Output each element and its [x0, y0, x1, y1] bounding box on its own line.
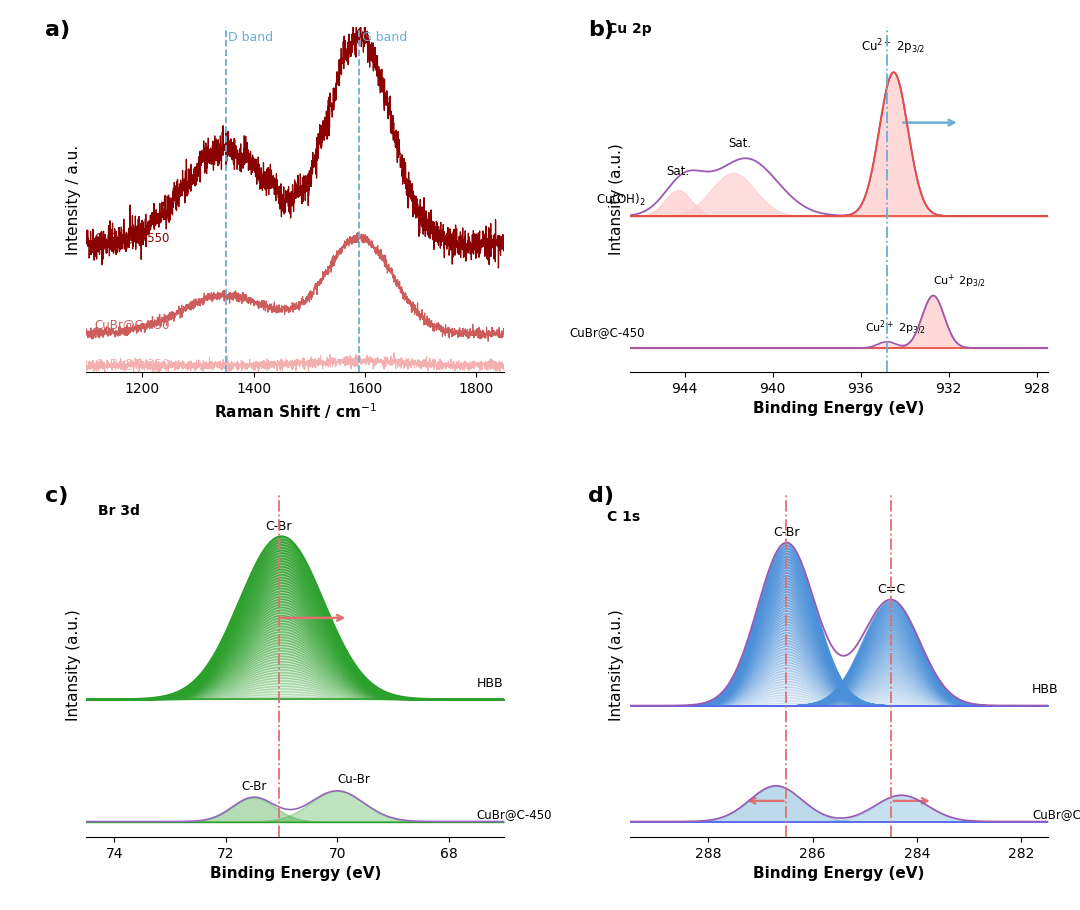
Text: CuBr@C-450: CuBr@C-450	[95, 318, 171, 330]
Y-axis label: Intansity (a.u.): Intansity (a.u.)	[66, 609, 81, 721]
X-axis label: Raman Shift / cm$^{-1}$: Raman Shift / cm$^{-1}$	[214, 401, 377, 421]
Y-axis label: Intansity (a.u.): Intansity (a.u.)	[609, 609, 624, 721]
Text: Cu$^{+}$ 2p$_{3/2}$: Cu$^{+}$ 2p$_{3/2}$	[933, 273, 986, 290]
Text: b): b)	[588, 20, 613, 40]
Text: a): a)	[44, 20, 70, 40]
Text: HBB: HBB	[476, 677, 503, 690]
Text: CuBr@C-350: CuBr@C-350	[95, 358, 171, 370]
Text: CuBr@C-450: CuBr@C-450	[476, 808, 552, 822]
Text: HBB: HBB	[1031, 683, 1058, 696]
Text: Cu 2p: Cu 2p	[607, 22, 651, 36]
Text: C 1s: C 1s	[607, 510, 640, 524]
X-axis label: Binding Energy (eV): Binding Energy (eV)	[210, 866, 381, 882]
Text: Sat.: Sat.	[666, 166, 690, 178]
Text: c): c)	[44, 486, 68, 506]
X-axis label: Binding Energy (eV): Binding Energy (eV)	[753, 866, 924, 882]
Text: Cu$^{2+}$ 2p$_{3/2}$: Cu$^{2+}$ 2p$_{3/2}$	[865, 318, 926, 338]
Y-axis label: Intensity / a.u.: Intensity / a.u.	[66, 145, 81, 255]
Y-axis label: Intansity (a.u.): Intansity (a.u.)	[609, 144, 624, 256]
Text: Cu-Br: Cu-Br	[337, 773, 370, 785]
Text: Cu$^{2+}$ 2p$_{3/2}$: Cu$^{2+}$ 2p$_{3/2}$	[862, 38, 926, 57]
Text: C-Br: C-Br	[773, 526, 799, 540]
Text: CuBr@C-550: CuBr@C-550	[95, 231, 171, 245]
Text: D band: D band	[229, 31, 273, 44]
Text: CuBr@C-450: CuBr@C-450	[569, 326, 645, 339]
Text: CuBr@C-450: CuBr@C-450	[1031, 808, 1080, 822]
Text: d): d)	[588, 486, 613, 506]
Text: Sat.: Sat.	[728, 136, 752, 149]
Text: Cu(OH)$_2$: Cu(OH)$_2$	[596, 192, 645, 208]
Text: C-Br: C-Br	[266, 521, 292, 533]
Text: G band: G band	[362, 31, 407, 44]
Text: Br 3d: Br 3d	[97, 503, 139, 518]
X-axis label: Binding Energy (eV): Binding Energy (eV)	[753, 401, 924, 416]
Text: C=C: C=C	[877, 583, 905, 596]
Text: C-Br: C-Br	[241, 780, 267, 794]
